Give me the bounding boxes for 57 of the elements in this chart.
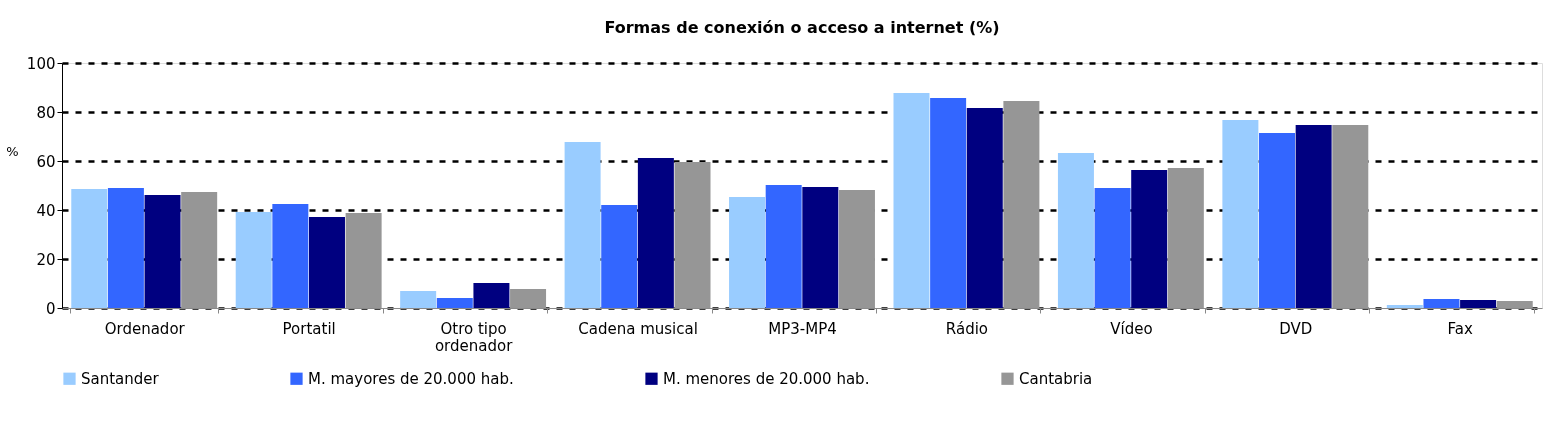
- bar: [1222, 120, 1259, 308]
- legend-label: Cantabria: [1019, 369, 1093, 388]
- bar: [272, 204, 309, 308]
- bar: [1496, 300, 1533, 308]
- y-tick-label: 80: [36, 103, 56, 122]
- legend-label: Santander: [81, 369, 160, 388]
- x-tick-label: Portatil: [282, 319, 336, 338]
- bar: [601, 205, 638, 308]
- bar: [1332, 124, 1369, 308]
- bar: [674, 161, 711, 308]
- bar: [308, 217, 345, 308]
- bar: [144, 195, 181, 308]
- bar: [564, 141, 601, 308]
- y-tick-label: 60: [36, 152, 56, 171]
- x-tick-label: Vídeo: [1110, 319, 1153, 338]
- bar: [1094, 187, 1131, 308]
- x-tick-label: Ordenador: [104, 319, 186, 338]
- y-tick-label: 0: [45, 299, 56, 318]
- y-tick-label: 40: [36, 201, 56, 220]
- bar: [1386, 305, 1423, 308]
- bar: [107, 187, 144, 308]
- y-tick-label: 100: [26, 54, 56, 73]
- bar: [71, 188, 108, 308]
- x-tick-label: DVD: [1279, 319, 1313, 338]
- x-tick-label: Otro tipo ordenador: [434, 319, 514, 355]
- bar: [400, 291, 437, 308]
- bar: [729, 197, 766, 308]
- bar: [1057, 152, 1094, 308]
- bar: [345, 212, 382, 308]
- y-tick-label: 20: [36, 250, 56, 269]
- bar: [473, 283, 510, 308]
- bar: [436, 297, 473, 308]
- bar: [1259, 133, 1296, 308]
- bar: [510, 288, 547, 308]
- bar: [1167, 168, 1204, 308]
- bar: [802, 186, 839, 308]
- bar: [637, 158, 674, 308]
- bar: [1295, 124, 1332, 308]
- x-tick-label: MP3-MP4: [768, 319, 837, 338]
- bar: [181, 192, 218, 308]
- x-tick-label: Cadena musical: [578, 319, 698, 338]
- y-axis-title: %: [6, 143, 19, 159]
- bar: [1131, 170, 1168, 308]
- bar: [893, 92, 930, 308]
- bar: [966, 108, 1003, 308]
- legend-label: M. mayores de 20.000 hab.: [308, 369, 514, 388]
- bar: [838, 189, 875, 308]
- bar: [1003, 100, 1040, 308]
- chart-title: Formas de conexión o acceso a internet (%): [604, 18, 1000, 37]
- x-tick-label: Fax: [1447, 319, 1474, 338]
- legend-label: M. menores de 20.000 hab.: [663, 369, 870, 388]
- bar: [1423, 298, 1460, 308]
- bar: [1460, 299, 1497, 308]
- x-tick-label: Rádio: [945, 319, 989, 338]
- bar: [930, 98, 967, 308]
- bar: [235, 211, 272, 308]
- bar: [765, 185, 802, 308]
